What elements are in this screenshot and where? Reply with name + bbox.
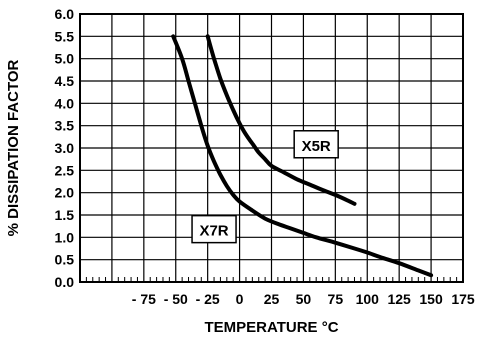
- x-tick-label: 175: [451, 291, 475, 307]
- series-label-box: [191, 214, 237, 244]
- x-tick-label: 75: [328, 291, 344, 307]
- plot-frame: [79, 13, 464, 283]
- series-labels: X5R X7R: [191, 130, 339, 244]
- y-tick-label: 6.0: [55, 6, 75, 22]
- y-tick-label: 0.5: [55, 252, 75, 268]
- series-line-x7r: [171, 34, 434, 278]
- x-tick-labels: - 75 - 50 - 25 0 25 50 75 100 125 150 175: [132, 291, 475, 307]
- y-tick-label: 1.5: [55, 207, 75, 223]
- y-tick-label: 4.0: [55, 95, 75, 111]
- x-axis-title: TEMPERATURE °C: [204, 319, 338, 336]
- x-tick-label: 50: [296, 291, 312, 307]
- y-tick-labels: 0.0 0.5 1.0 1.5 2.0 2.5 3.0 3.5 4.0 4.5 5.0 5.5 6.0: [55, 6, 75, 290]
- x-tick-label: - 75: [132, 291, 156, 307]
- x-tick-label: 0: [236, 291, 244, 307]
- y-tick-label: 1.0: [55, 229, 75, 245]
- y-tick-label: 4.5: [55, 73, 75, 89]
- y-axis-title: % DISSIPATION FACTOR: [5, 59, 22, 236]
- series-label-x7r: X7R: [199, 223, 228, 240]
- y-tick-label: 3.0: [55, 140, 75, 156]
- x-tick-label: - 25: [196, 291, 220, 307]
- y-tick-label: 2.5: [55, 162, 75, 178]
- x-tick-label: 25: [264, 291, 280, 307]
- y-tick-label: 3.5: [55, 118, 75, 134]
- y-tick-label: 5.5: [55, 28, 75, 44]
- y-tick-label: 5.0: [55, 51, 75, 67]
- series-label-x5r: X5R: [302, 138, 331, 155]
- x-tick-label: - 50: [164, 291, 188, 307]
- y-tick-label: 0.0: [55, 274, 75, 290]
- x-tick-label: 150: [419, 291, 443, 307]
- series-lines: [171, 34, 434, 278]
- series-line-x5r: [205, 34, 357, 206]
- x-tick-label: 125: [387, 291, 411, 307]
- y-tick-label: 2.0: [55, 185, 75, 201]
- grid-lines: [80, 14, 463, 282]
- series-label-box: [293, 130, 339, 159]
- x-tick-label: 100: [356, 291, 380, 307]
